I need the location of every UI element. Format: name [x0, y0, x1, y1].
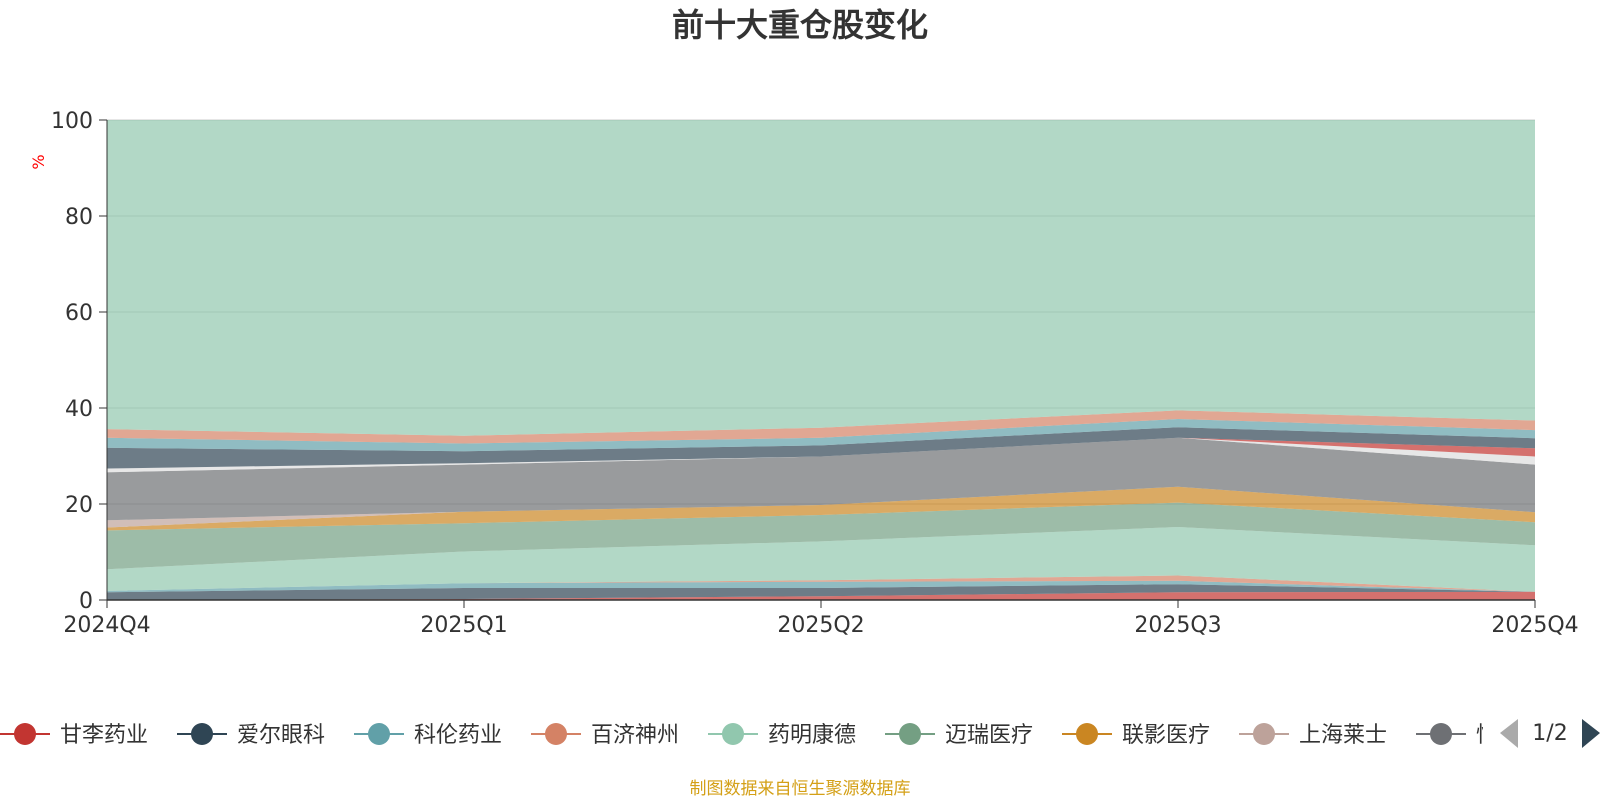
area-series-8	[107, 437, 1535, 521]
legend-label: 迈瑞医疗	[945, 723, 1033, 748]
legend-label: 上海莱士	[1299, 723, 1387, 748]
area-series-11	[107, 427, 1535, 469]
chart-title: 前十大重仓股变化	[672, 6, 928, 44]
x-tick-label: 2025Q1	[420, 613, 507, 638]
legend-label: 科伦药业	[414, 723, 502, 748]
area-series-12	[107, 419, 1535, 452]
legend-item[interactable]: 恒	[1416, 723, 1498, 748]
x-tick-label: 2024Q4	[63, 613, 150, 638]
area-series-14	[107, 120, 1535, 436]
legend-label: 药明康德	[768, 723, 856, 748]
legend-page-indicator: 1/2	[1532, 721, 1567, 746]
y-tick-label: 20	[65, 493, 93, 518]
legend-marker-icon	[722, 723, 744, 745]
legend-item[interactable]: 联影医疗	[1062, 723, 1210, 748]
legend-marker-icon	[899, 723, 921, 745]
legend-item[interactable]: 迈瑞医疗	[885, 723, 1033, 748]
y-tick-label: 60	[65, 301, 93, 326]
legend-marker-icon	[368, 723, 390, 745]
area-series-0	[107, 591, 1535, 600]
x-tick-label: 2025Q2	[777, 613, 864, 638]
legend-label: 百济神州	[591, 723, 679, 748]
legend-next-button[interactable]	[1582, 719, 1600, 748]
legend-prev-button[interactable]	[1500, 719, 1518, 748]
legend-item[interactable]: 药明康德	[708, 723, 856, 748]
legend-marker-icon	[14, 723, 36, 745]
area-series-6	[107, 486, 1535, 531]
legend-marker-icon	[1253, 723, 1275, 745]
legend-pager: 1/2	[1500, 719, 1600, 748]
legend: 甘李药业 爱尔眼科 科伦药业 百济神州 药明康德 迈瑞医疗 联影医疗 上海莱士 恒	[0, 723, 1498, 748]
x-tick-label: 2025Q3	[1134, 613, 1221, 638]
legend-marker-icon	[1076, 723, 1098, 745]
legend-marker-icon	[191, 723, 213, 745]
area-series-13	[107, 410, 1535, 444]
data-source-note: 制图数据来自恒生聚源数据库	[690, 779, 911, 799]
x-tick-label: 2025Q4	[1491, 613, 1578, 638]
area-series-2	[107, 580, 1535, 593]
legend-item[interactable]: 上海莱士	[1239, 723, 1387, 748]
y-tick-label: 80	[65, 205, 93, 230]
area-series-9	[107, 437, 1535, 473]
stacked-areas	[107, 120, 1535, 600]
legend-item[interactable]: 爱尔眼科	[177, 723, 325, 748]
legend-marker-icon	[545, 723, 567, 745]
legend-item[interactable]: 甘李药业	[0, 723, 148, 748]
legend-label: 联影医疗	[1122, 723, 1210, 748]
legend-marker-icon	[1430, 723, 1452, 745]
area-series-1	[107, 584, 1535, 600]
legend-label: 甘李药业	[60, 723, 148, 748]
legend-item[interactable]: 百济神州	[531, 723, 679, 748]
area-series-3	[107, 575, 1535, 592]
legend-item[interactable]: 科伦药业	[354, 723, 502, 748]
legend-label: 恒	[1476, 723, 1498, 748]
y-axis-unit-label: %	[29, 154, 48, 169]
y-tick-label: 0	[79, 589, 93, 614]
area-series-4	[107, 527, 1535, 592]
y-axis-ticks: 0 20 40 60 80 100	[51, 109, 107, 614]
y-tick-label: 40	[65, 397, 93, 422]
y-tick-label: 100	[51, 109, 93, 134]
legend-label: 爱尔眼科	[237, 723, 325, 748]
legend-items: 甘李药业 爱尔眼科 科伦药业 百济神州 药明康德 迈瑞医疗 联影医疗 上海莱士 恒	[0, 723, 1498, 748]
area-series-5	[107, 502, 1535, 570]
x-axis-ticks: 2024Q4 2025Q1 2025Q2 2025Q3 2025Q4	[63, 600, 1579, 638]
